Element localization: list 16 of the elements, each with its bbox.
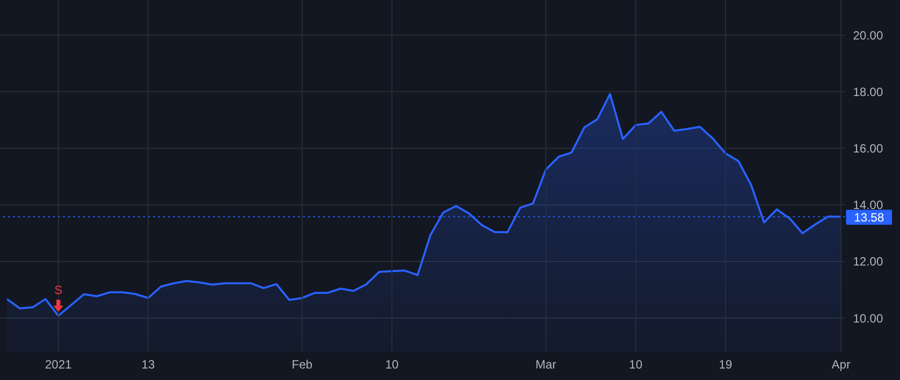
x-tick-label: 19	[718, 358, 733, 372]
y-tick-label: 20.00	[853, 28, 884, 42]
y-tick-label: 10.00	[853, 311, 884, 326]
x-tick-label: Mar	[536, 358, 556, 372]
y-tick-label: 12.00	[853, 254, 884, 269]
x-tick-label: Apr	[832, 358, 850, 372]
y-tick-label: 18.00	[853, 84, 884, 99]
x-tick-label: Feb	[292, 358, 313, 372]
x-tick-label: 10	[629, 358, 643, 372]
ref-line-label: 13.58	[854, 210, 884, 225]
x-tick-label: 13	[141, 358, 156, 372]
x-tick-label: 10	[385, 358, 399, 372]
x-tick-label: 2021	[44, 358, 72, 372]
annotation: S	[54, 282, 62, 297]
y-tick-label: 14.00	[853, 198, 884, 212]
y-tick-label: 16.00	[853, 142, 884, 156]
